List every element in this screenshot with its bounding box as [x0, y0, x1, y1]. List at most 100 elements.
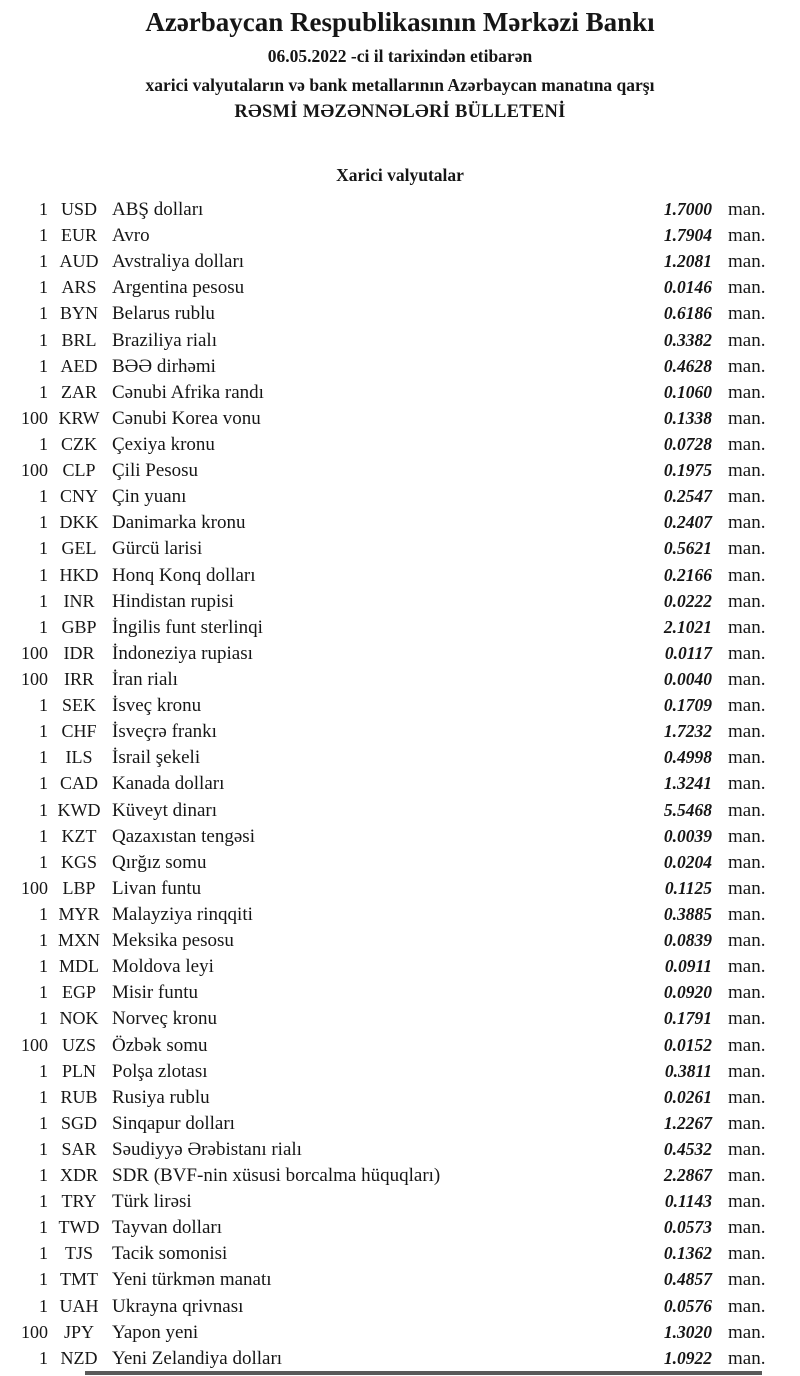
rate-unit-label: man.: [728, 1217, 766, 1239]
currency-name: Özbək somu: [112, 1034, 208, 1056]
currency-name: Honq Konq dolları: [112, 564, 256, 586]
section-title-foreign-currencies: Xarici valyutalar: [336, 165, 464, 185]
nominal-amount: 1: [39, 825, 48, 846]
exchange-rate-value: 1.2081: [663, 251, 712, 272]
currency-name: Çexiya kronu: [112, 433, 215, 455]
exchange-rate-value: 1.7904: [663, 225, 712, 246]
exchange-rate-value: 1.3020: [663, 1321, 712, 1342]
currency-code: GEL: [61, 538, 97, 559]
rate-unit-label: man.: [728, 1243, 766, 1265]
currency-code: SEK: [61, 695, 96, 716]
currency-code: UAH: [59, 1295, 99, 1316]
nominal-amount: 1: [39, 1295, 48, 1316]
currency-code: IRR: [63, 668, 94, 689]
exchange-rate-value: 0.1143: [664, 1191, 712, 1212]
currency-code: DKK: [59, 512, 99, 533]
currency-name: Braziliya rialı: [112, 329, 217, 351]
next-section-top-edge: [85, 1371, 762, 1375]
currency-name: Tayvan dolları: [112, 1217, 222, 1239]
currency-code: TMT: [60, 1269, 98, 1290]
exchange-rate-value: 1.7232: [663, 721, 712, 742]
currency-row: 100 CLP Çili Pesosu 0.1975 man.: [0, 457, 800, 483]
nominal-amount: 100: [21, 1321, 48, 1342]
currency-name: Argentina pesosu: [112, 277, 245, 299]
effective-date-line: 06.05.2022 -ci il tarixindən etibarən: [267, 46, 533, 66]
currency-code: AUD: [59, 251, 99, 272]
currency-row: 1 ARS Argentina pesosu 0.0146 man.: [0, 274, 800, 300]
currency-code: CAD: [59, 773, 98, 794]
nominal-amount: 1: [39, 1243, 48, 1264]
exchange-rate-value: 0.0117: [664, 642, 712, 663]
nominal-amount: 1: [39, 1347, 48, 1368]
currency-code: MDL: [59, 956, 99, 977]
currency-name: Qazaxıstan tengəsi: [112, 825, 255, 847]
nominal-amount: 1: [39, 1217, 48, 1238]
exchange-rate-value: 0.1125: [664, 877, 712, 898]
currency-code: CHF: [61, 721, 97, 742]
rate-unit-label: man.: [728, 433, 766, 455]
currency-row: 1 BYN Belarus rublu 0.6186 man.: [0, 300, 800, 326]
rate-unit-label: man.: [728, 1191, 766, 1213]
exchange-rate-value: 0.0204: [663, 851, 712, 872]
exchange-rate-value: 0.1709: [663, 695, 712, 716]
currency-code: JPY: [63, 1321, 94, 1342]
currency-name: Hindistan rupisi: [112, 590, 234, 612]
currency-row: 1 KWD Küveyt dinarı 5.5468 man.: [0, 797, 800, 823]
rate-unit-label: man.: [728, 564, 766, 586]
currency-row: 1 TWD Tayvan dolları 0.0573 man.: [0, 1214, 800, 1240]
exchange-rate-value: 0.1060: [663, 381, 712, 402]
currency-code: XDR: [59, 1165, 98, 1186]
currency-row: 1 HKD Honq Konq dolları 0.2166 man.: [0, 562, 800, 588]
nominal-amount: 1: [39, 355, 48, 376]
currency-code: KRW: [58, 407, 100, 428]
rate-unit-label: man.: [728, 721, 766, 743]
currency-code: ARS: [61, 277, 97, 298]
currency-name: Meksika pesosu: [112, 930, 234, 952]
currency-code: NZD: [60, 1347, 98, 1368]
currency-code: ZAR: [61, 381, 97, 402]
currency-code: BYN: [59, 303, 98, 324]
currency-row: 1 KZT Qazaxıstan tengəsi 0.0039 man.: [0, 823, 800, 849]
currency-row: 1 PLN Polşa zlotası 0.3811 man.: [0, 1058, 800, 1084]
currency-code: SGD: [60, 1112, 97, 1133]
currency-code: KWD: [57, 799, 101, 820]
currency-code: LBP: [62, 877, 96, 898]
nominal-amount: 100: [21, 668, 48, 689]
nominal-amount: 1: [39, 721, 48, 742]
nominal-amount: 100: [21, 642, 48, 663]
currency-row: 1 USD ABŞ dolları 1.7000 man.: [0, 196, 800, 222]
nominal-amount: 1: [39, 1086, 48, 1107]
rate-unit-label: man.: [728, 799, 766, 821]
nominal-amount: 1: [39, 251, 48, 272]
nominal-amount: 1: [39, 381, 48, 402]
rate-unit-label: man.: [728, 1321, 766, 1343]
nominal-amount: 1: [39, 695, 48, 716]
currency-code: SAR: [61, 1138, 97, 1159]
currency-name: Moldova leyi: [112, 956, 214, 978]
exchange-rate-value: 0.0576: [663, 1295, 712, 1316]
currency-name: Yapon yeni: [112, 1321, 199, 1343]
nominal-amount: 1: [39, 616, 48, 637]
currency-code: UZS: [61, 1034, 96, 1055]
exchange-rate-value: 0.0573: [663, 1217, 712, 1238]
currency-name: Malayziya rinqqiti: [112, 903, 253, 925]
rate-unit-label: man.: [728, 225, 766, 247]
nominal-amount: 1: [39, 303, 48, 324]
exchange-rate-value: 1.0922: [663, 1347, 712, 1368]
currency-row: 1 MYR Malayziya rinqqiti 0.3885 man.: [0, 901, 800, 927]
nominal-amount: 100: [21, 877, 48, 898]
exchange-rate-value: 0.2407: [663, 512, 712, 533]
exchange-rate-value: 0.2166: [663, 564, 712, 585]
currency-name: Küveyt dinarı: [112, 799, 218, 821]
nominal-amount: 1: [39, 851, 48, 872]
exchange-rate-value: 0.4628: [663, 355, 712, 376]
currency-row: 1 CZK Çexiya kronu 0.0728 man.: [0, 431, 800, 457]
currency-row: 100 JPY Yapon yeni 1.3020 man.: [0, 1319, 800, 1345]
exchange-rate-value: 2.1021: [663, 616, 712, 637]
currency-code: HKD: [59, 564, 99, 585]
nominal-amount: 1: [39, 1165, 48, 1186]
exchange-rate-value: 0.2547: [663, 486, 712, 507]
exchange-rate-value: 0.0911: [664, 956, 712, 977]
currency-name: Rusiya rublu: [112, 1086, 210, 1108]
currency-code: KGS: [60, 851, 97, 872]
